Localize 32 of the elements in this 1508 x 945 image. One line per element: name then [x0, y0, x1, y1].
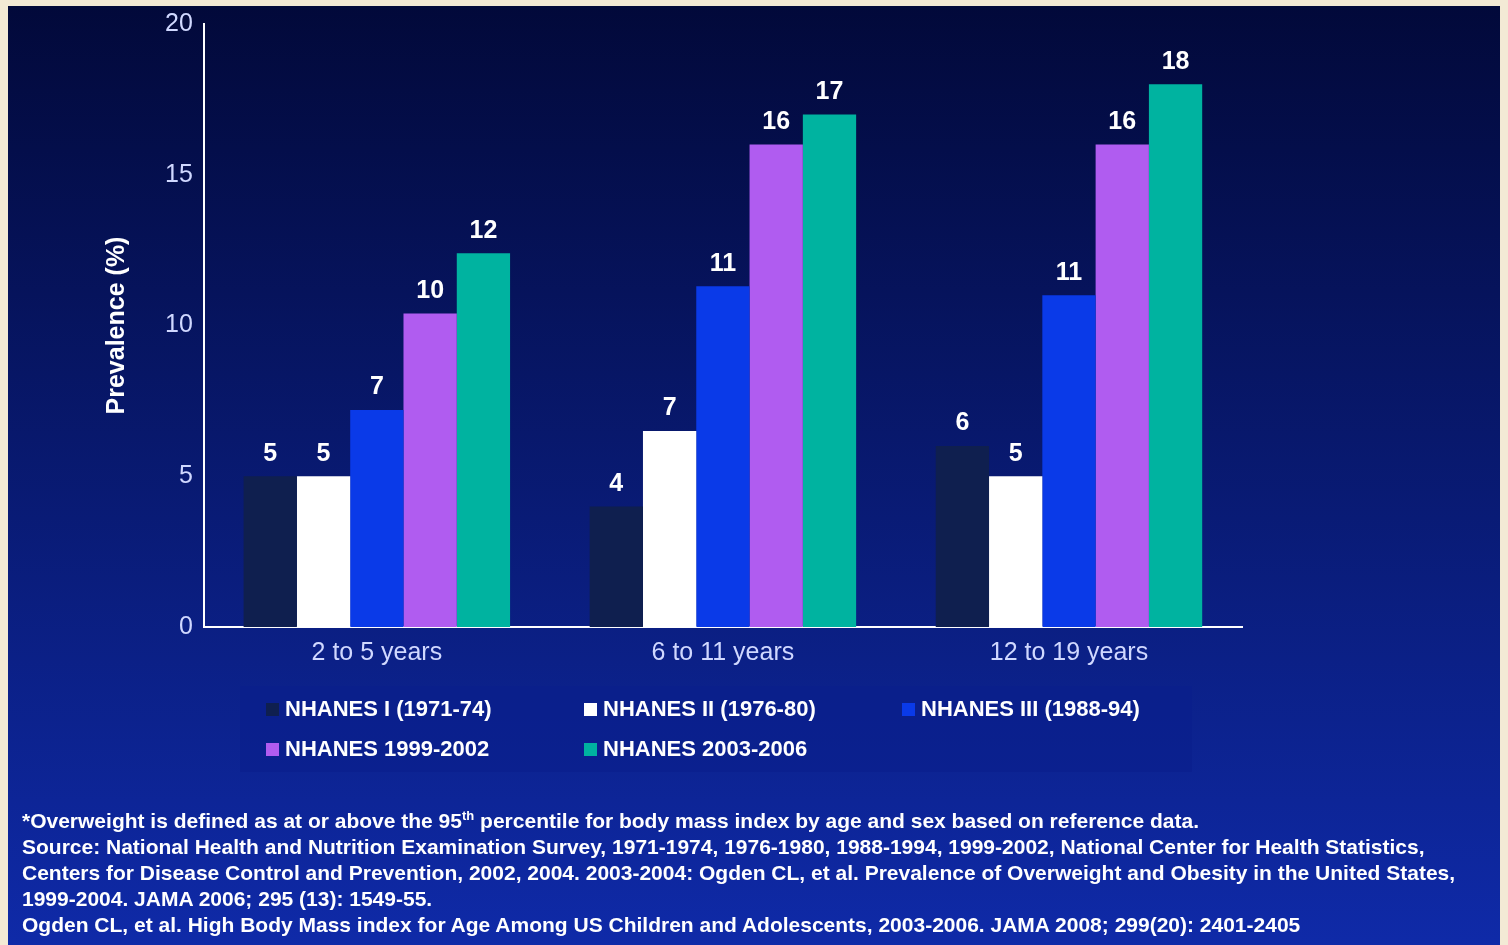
y-tick-label: 15 [165, 158, 193, 187]
y-axis-title: Prevalence (%) [100, 236, 129, 415]
data-label: 12 [469, 214, 498, 243]
data-label: 11 [709, 247, 737, 276]
legend-label: NHANES II (1976-80) [603, 696, 816, 722]
data-label: 18 [1161, 45, 1190, 74]
data-label: 5 [263, 437, 278, 466]
y-tick-label: 20 [165, 7, 193, 36]
x-tick-label: 2 to 5 years [311, 636, 443, 665]
data-label: 7 [369, 371, 384, 400]
data-label: 5 [1008, 437, 1023, 466]
data-label: 11 [1055, 256, 1083, 285]
data-label: 6 [955, 407, 970, 436]
legend-label: NHANES 2003-2006 [603, 736, 808, 762]
text: Ogden CL, et al. High Body Mass index for Age Among US Children and Adolescents, 2003-2006. JAMA 2008; 299(20): 2401-2405 [22, 912, 1302, 938]
legend-label: NHANES 1999-2002 [285, 736, 490, 762]
data-label: 4 [609, 467, 624, 496]
y-tick-label: 5 [178, 460, 193, 489]
legend-label: NHANES III (1988-94) [921, 696, 1140, 722]
source-note: Source: National Health and Nutrition Examination Survey, 1971-1974, 1976-1980, 1988-1994, 1999-2002, National Center for Health Statistics, Centers for Disease Control and Prevention, 2002, 2004. 2003-2004: Ogden CL, et al. Prevalence of Overweight and Obesity in the United States, 1999-2004. JAMA 2006; 295 (13): 1549-55. [22, 834, 1457, 912]
text: *Overweight is defined as at or above the 95$^{th}$ percentile for body mass index by age and sex based on reference data. [22, 808, 1201, 834]
data-label: 16 [762, 105, 791, 134]
data-label: 10 [416, 274, 445, 303]
x-tick-label: 6 to 11 years [651, 636, 795, 665]
data-label: 16 [1108, 105, 1137, 134]
legend-label: NHANES I (1971-74) [285, 696, 492, 722]
data-label: 17 [815, 75, 844, 104]
y-tick-label: 0 [178, 610, 193, 639]
y-tick-label: 10 [165, 309, 193, 338]
data-label: 5 [316, 437, 331, 466]
x-tick-label: 12 to 19 years [989, 636, 1149, 665]
data-label: 7 [662, 392, 677, 421]
